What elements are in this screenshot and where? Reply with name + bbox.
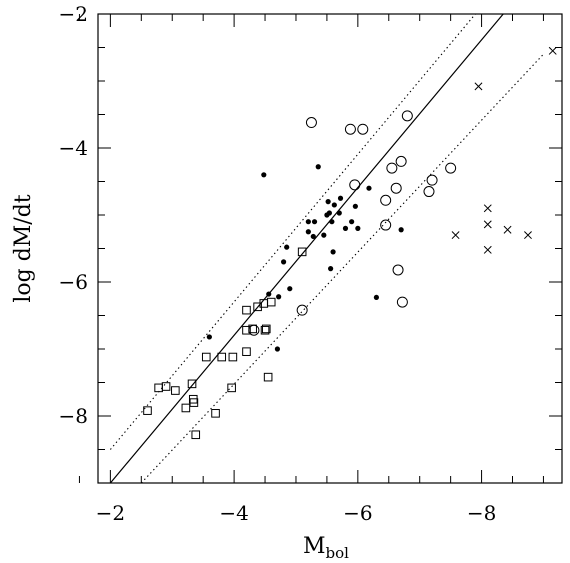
filled-circle-point — [342, 225, 349, 231]
open-circle-point — [380, 194, 392, 206]
open-square-point — [171, 386, 180, 395]
open-square-point — [242, 325, 251, 335]
filled-circle-point — [373, 294, 379, 301]
filled-circle-point — [315, 164, 321, 170]
open-circle-point — [386, 162, 398, 174]
filled-circle-point — [398, 227, 404, 233]
open-square-point — [260, 325, 270, 335]
filled-circle-point — [310, 233, 316, 240]
filled-circle-point — [305, 219, 311, 225]
cross-point — [451, 231, 460, 240]
cross-point — [548, 46, 557, 55]
open-circle-point — [349, 179, 361, 191]
open-square-point — [228, 352, 238, 362]
x-tick-label: −6 — [343, 501, 372, 525]
open-square-point — [143, 406, 152, 415]
filled-circle-point — [328, 266, 334, 272]
axis-ticks — [78, 13, 562, 484]
filled-circle-point — [355, 225, 361, 231]
open-square-point — [248, 324, 257, 334]
open-circle-point — [423, 186, 435, 198]
open-circle-point — [395, 155, 407, 167]
open-circle-point — [305, 117, 317, 129]
open-square-point — [227, 383, 236, 393]
filled-circle-point — [326, 210, 332, 216]
open-circle-point — [445, 162, 457, 174]
open-circle-point — [401, 110, 413, 122]
open-square-point — [189, 398, 199, 407]
y-tick-label: −4 — [59, 136, 88, 160]
filled-circle-point — [274, 346, 281, 352]
cross-point — [503, 225, 512, 234]
y-tick-label: −2 — [59, 2, 88, 26]
solid-fit-line — [109, 14, 504, 483]
y-tick-label: −8 — [59, 404, 88, 428]
x-tick-label: −8 — [467, 501, 496, 525]
cross-point — [483, 204, 492, 213]
fit-lines — [109, 14, 544, 483]
open-circle-point — [426, 174, 438, 186]
filled-circle-point — [281, 259, 287, 265]
filled-circle-point — [261, 172, 267, 178]
open-circle-point — [396, 296, 408, 308]
open-circle-point — [296, 304, 308, 316]
filled-circle-point — [336, 210, 342, 216]
cross-point — [474, 82, 483, 91]
filled-circle-point — [284, 244, 290, 250]
filled-circle-point — [337, 195, 344, 201]
cross-point — [524, 231, 532, 240]
filled-circle-point — [366, 185, 372, 191]
open-square-point — [261, 324, 271, 334]
y-axis-label: log dM/dt — [11, 194, 36, 302]
x-axis-label-sub: bol — [326, 544, 350, 562]
open-circle-point — [392, 264, 404, 276]
data-points — [143, 46, 557, 440]
filled-circle-point — [276, 294, 282, 300]
open-circle-point — [380, 219, 392, 231]
open-square-point — [154, 383, 163, 393]
open-square-point — [191, 430, 201, 440]
filled-circle-point — [206, 334, 212, 340]
filled-circle-point — [311, 219, 318, 225]
filled-circle-point — [287, 286, 293, 292]
open-square-point — [263, 372, 273, 382]
x-tick-label: −4 — [219, 501, 248, 525]
open-square-point — [161, 382, 171, 391]
open-square-point — [201, 352, 211, 362]
open-square-point — [187, 379, 197, 389]
open-circle-point — [390, 182, 402, 194]
open-circle-point — [357, 123, 369, 135]
cross-point — [483, 245, 492, 254]
open-square-point — [211, 409, 220, 418]
filled-circle-point — [305, 229, 311, 235]
open-square-point — [181, 403, 191, 413]
filled-circle-point — [325, 199, 331, 205]
filled-circle-point — [331, 202, 337, 208]
open-square-point — [266, 297, 276, 307]
x-axis-label: Mbol — [303, 534, 349, 562]
filled-circle-point — [321, 232, 327, 238]
filled-circle-point — [352, 203, 358, 209]
plot-frame — [97, 13, 563, 484]
filled-circle-point — [349, 219, 355, 225]
x-tick-label: −2 — [96, 501, 125, 525]
filled-circle-point — [329, 219, 335, 225]
filled-circle-point — [266, 291, 272, 297]
filled-circle-point — [330, 249, 336, 255]
open-square-point — [242, 305, 251, 315]
open-square-point — [242, 347, 251, 356]
tick-labels: −2 −4 −6 −8 −2 −4 −6 −8 — [59, 2, 497, 525]
dotted-fit-line — [109, 14, 476, 450]
y-tick-label: −6 — [59, 270, 88, 294]
x-axis-label-main: M — [303, 534, 326, 559]
open-circle-point — [344, 123, 356, 135]
cross-point — [483, 220, 492, 229]
open-square-point — [217, 352, 227, 362]
open-square-point — [297, 247, 307, 257]
dotted-fit-line — [140, 53, 544, 483]
